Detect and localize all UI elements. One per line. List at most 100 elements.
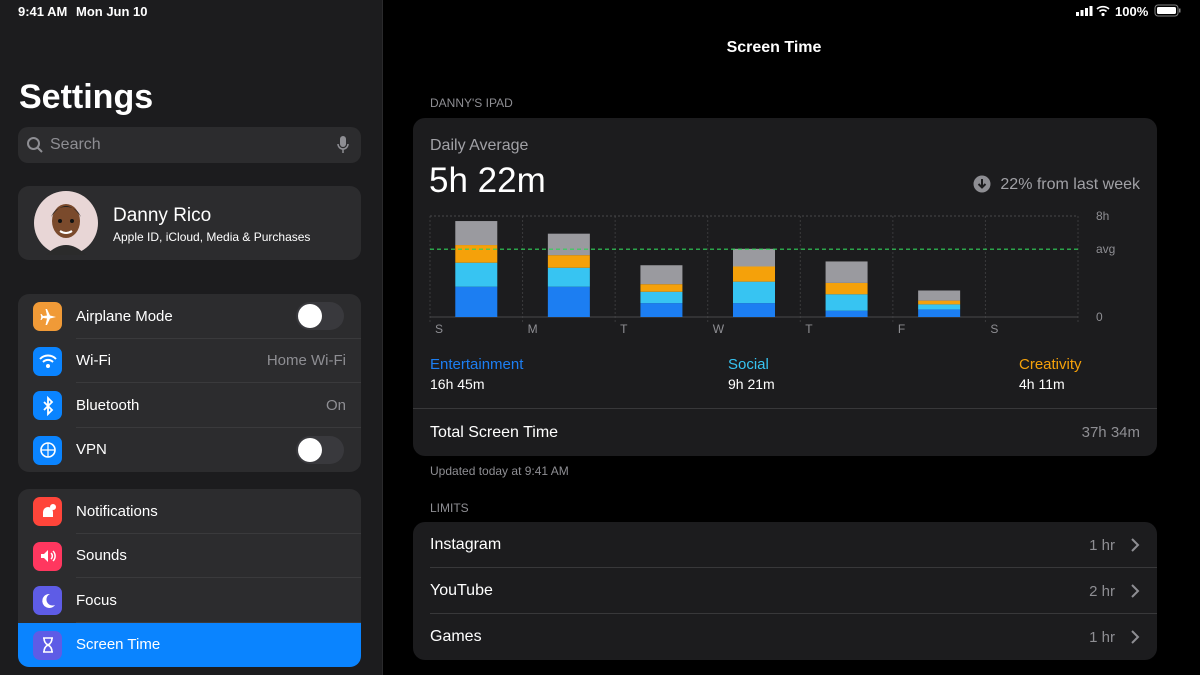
search-field[interactable]: Search <box>18 127 361 163</box>
limit-app: Games <box>430 628 482 645</box>
y-tick-label: 8h <box>1096 209 1109 223</box>
legend-total: 16h 45m <box>430 376 484 392</box>
chevron <box>1131 584 1140 598</box>
bar-segment <box>455 262 498 287</box>
bluetooth-icon <box>33 391 62 420</box>
total-value: 37h 34m <box>1081 424 1140 441</box>
bar-segment <box>547 286 590 317</box>
settings-row[interactable]: Sounds <box>18 534 361 578</box>
legend-total: 9h 21m <box>728 376 775 392</box>
section-header: LIMITS <box>430 501 469 515</box>
settings-row[interactable]: Focus <box>18 578 361 623</box>
daily-average-label: Daily Average <box>430 137 529 154</box>
status-date: Mon Jun 10 <box>76 4 148 19</box>
search-icon <box>27 137 43 153</box>
avatar <box>34 191 98 255</box>
limit-value: 2 hr <box>1089 583 1115 600</box>
sidebar-title: Settings <box>19 78 154 116</box>
row-label: Sounds <box>76 547 127 565</box>
bar-segment <box>640 284 683 292</box>
page-title: Screen Time <box>726 39 822 56</box>
bar-segment <box>825 310 868 317</box>
bar-segment <box>547 255 590 268</box>
settings-row[interactable]: VPN <box>18 428 361 473</box>
settings-row[interactable]: Wi-Fi Home Wi-Fi <box>18 339 361 383</box>
total-label: Total Screen Time <box>430 424 559 441</box>
status-time: 9:41 AM <box>18 4 68 19</box>
row-label: VPN <box>76 441 107 459</box>
settings-row[interactable]: Screen Time <box>18 622 361 667</box>
row-label: Bluetooth <box>76 396 140 414</box>
mic-icon[interactable] <box>336 135 350 155</box>
bar-segment <box>455 286 498 317</box>
sounds-icon <box>33 541 62 571</box>
wifi-icon <box>33 346 62 376</box>
bar-segment <box>455 245 498 263</box>
bar-segment <box>640 303 683 317</box>
x-tick-label: T <box>620 322 628 336</box>
section-header: DANNY'S IPAD <box>430 96 513 110</box>
limit-app: Instagram <box>430 536 502 553</box>
row-label: Notifications <box>76 502 158 520</box>
limit-row[interactable]: Games 1 hr <box>413 614 1157 660</box>
airplane-icon <box>33 302 62 331</box>
legend-total: 4h 11m <box>1019 376 1065 392</box>
row-value: Home Wi-Fi <box>266 352 346 370</box>
profile-name: Danny Rico <box>113 205 212 226</box>
sidebar: 9:41 AM Mon Jun 10 Settings Search Danny… <box>0 0 383 675</box>
profile-subtitle: Apple ID, iCloud, Media & Purchases <box>113 230 311 244</box>
bar-segment <box>640 291 683 304</box>
search-placeholder: Search <box>50 136 101 153</box>
settings-row[interactable]: Bluetooth On <box>18 383 361 428</box>
bar-segment <box>825 261 868 283</box>
battery-level: 100% <box>1115 4 1149 19</box>
bar-segment <box>733 303 775 317</box>
status-icons <box>1076 4 1181 17</box>
limit-value: 1 hr <box>1089 537 1115 554</box>
row-label: Wi-Fi <box>76 352 111 370</box>
x-tick-label: W <box>713 322 725 336</box>
bar-segment <box>733 248 775 267</box>
x-tick-label: T <box>805 322 813 336</box>
usage-card: Daily Average 5h 22m 22% from last week … <box>413 118 1157 456</box>
bar-segment <box>733 266 775 282</box>
chevron <box>1131 630 1140 644</box>
y-tick-label: 0 <box>1096 310 1103 324</box>
bar-segment <box>825 294 868 311</box>
separator <box>413 408 1157 409</box>
profile-card[interactable]: Danny Rico Apple ID, iCloud, Media & Pur… <box>18 186 361 260</box>
settings-row[interactable]: Airplane Mode <box>18 294 361 339</box>
legend-name: Entertainment <box>430 356 524 373</box>
row-label: Screen Time <box>76 636 161 654</box>
row-value: On <box>325 396 346 414</box>
updated-note: Updated today at 9:41 AM <box>430 464 569 478</box>
settings-group: Notifications Sounds Focus Screen Time <box>18 489 361 667</box>
x-tick-label: M <box>528 322 538 336</box>
row-label: Airplane Mode <box>76 307 173 325</box>
limit-app: YouTube <box>430 582 493 599</box>
toggle[interactable] <box>296 302 344 330</box>
bar-segment <box>733 281 775 304</box>
limit-row[interactable]: Instagram 1 hr <box>413 522 1157 568</box>
x-tick-label: S <box>990 322 998 336</box>
limit-value: 1 hr <box>1089 629 1115 646</box>
bar-segment <box>918 290 961 301</box>
settings-group: Airplane Mode Wi-Fi Home Wi-Fi Bluetooth… <box>18 294 361 472</box>
settings-row[interactable]: Notifications <box>18 489 361 534</box>
bar-segment <box>918 304 961 310</box>
x-tick-label: F <box>898 322 905 336</box>
bar-segment <box>640 265 683 285</box>
bar-segment <box>918 309 961 317</box>
toggle[interactable] <box>296 435 344 464</box>
vpn-icon <box>33 435 62 465</box>
bar-segment <box>455 221 498 246</box>
down-arrow-icon <box>973 175 991 193</box>
bar-segment <box>547 267 590 287</box>
limit-row[interactable]: YouTube 2 hr <box>413 568 1157 614</box>
legend-name: Social <box>728 356 769 373</box>
chevron <box>1131 538 1140 552</box>
row-label: Focus <box>76 591 117 609</box>
notifications-icon <box>33 497 62 526</box>
change-label: 22% from last week <box>1000 176 1140 193</box>
